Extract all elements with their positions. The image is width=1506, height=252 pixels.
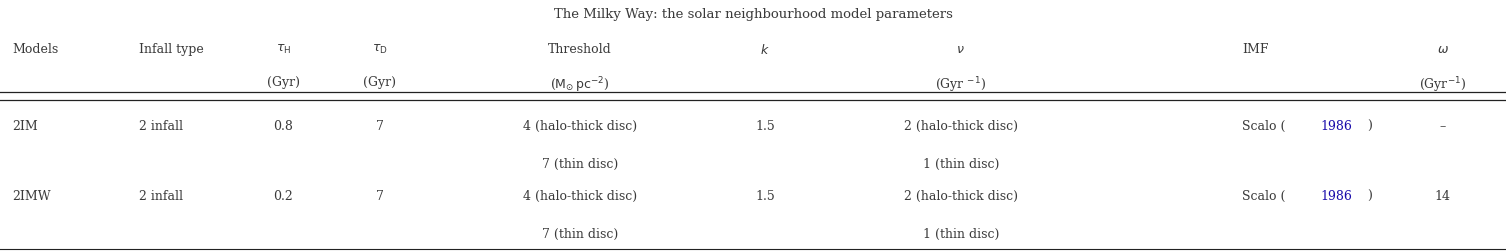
Text: The Milky Way: the solar neighbourhood model parameters: The Milky Way: the solar neighbourhood m… — [554, 8, 952, 21]
Text: 7: 7 — [375, 190, 384, 203]
Text: Models: Models — [12, 43, 59, 56]
Text: –: – — [1440, 120, 1446, 133]
Text: (Gyr$^{-1}$): (Gyr$^{-1}$) — [1419, 76, 1467, 95]
Text: 0.2: 0.2 — [273, 190, 294, 203]
Text: 7: 7 — [375, 120, 384, 133]
Text: Infall type: Infall type — [139, 43, 203, 56]
Text: $\tau_{\mathrm{H}}$: $\tau_{\mathrm{H}}$ — [276, 43, 291, 56]
Text: 1 (thin disc): 1 (thin disc) — [923, 158, 998, 171]
Text: ($\mathrm{M}_{\odot}\,\mathrm{pc}^{-2}$): ($\mathrm{M}_{\odot}\,\mathrm{pc}^{-2}$) — [550, 76, 610, 95]
Text: IMF: IMF — [1242, 43, 1270, 56]
Text: Threshold: Threshold — [548, 43, 611, 56]
Text: 1.5: 1.5 — [755, 120, 776, 133]
Text: 2 infall: 2 infall — [139, 190, 182, 203]
Text: 2IMW: 2IMW — [12, 190, 51, 203]
Text: $\omega$: $\omega$ — [1437, 43, 1449, 56]
Text: $\tau_{\mathrm{D}}$: $\tau_{\mathrm{D}}$ — [372, 43, 387, 56]
Text: 7 (thin disc): 7 (thin disc) — [542, 158, 617, 171]
Text: 1986: 1986 — [1321, 120, 1352, 133]
Text: (Gyr): (Gyr) — [363, 76, 396, 89]
Text: (Gyr): (Gyr) — [267, 76, 300, 89]
Text: 1 (thin disc): 1 (thin disc) — [923, 228, 998, 241]
Text: 4 (halo-thick disc): 4 (halo-thick disc) — [523, 120, 637, 133]
Text: 1986: 1986 — [1321, 190, 1352, 203]
Text: Scalo (: Scalo ( — [1242, 190, 1286, 203]
Text: 2 infall: 2 infall — [139, 120, 182, 133]
Text: 2 (halo-thick disc): 2 (halo-thick disc) — [904, 190, 1018, 203]
Text: 2 (halo-thick disc): 2 (halo-thick disc) — [904, 120, 1018, 133]
Text: $k$: $k$ — [761, 43, 770, 57]
Text: 14: 14 — [1435, 190, 1450, 203]
Text: ): ) — [1367, 190, 1372, 203]
Text: 1.5: 1.5 — [755, 190, 776, 203]
Text: 2IM: 2IM — [12, 120, 38, 133]
Text: ): ) — [1367, 120, 1372, 133]
Text: 4 (halo-thick disc): 4 (halo-thick disc) — [523, 190, 637, 203]
Text: 0.8: 0.8 — [273, 120, 294, 133]
Text: (Gyr $^{-1}$): (Gyr $^{-1}$) — [935, 76, 986, 95]
Text: Scalo (: Scalo ( — [1242, 120, 1286, 133]
Text: 7 (thin disc): 7 (thin disc) — [542, 228, 617, 241]
Text: $\nu$: $\nu$ — [956, 43, 965, 56]
